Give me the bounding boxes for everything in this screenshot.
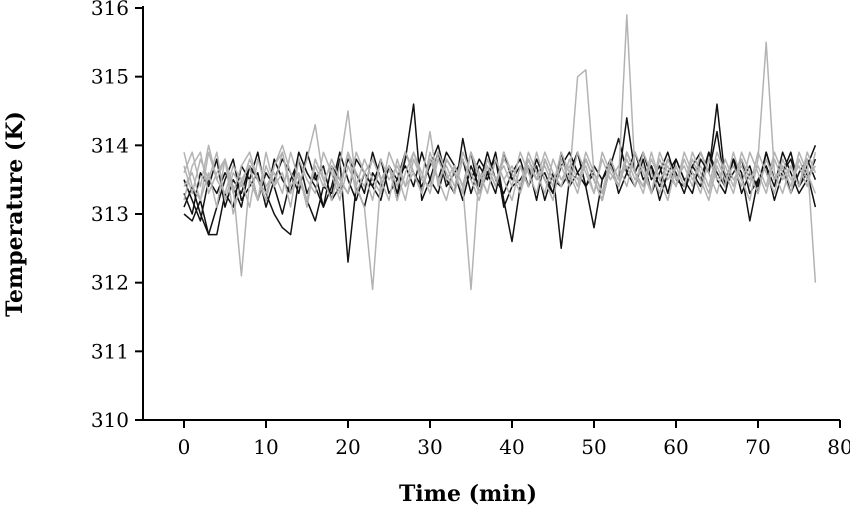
series-line-1 [183,130,817,263]
x-tick-label: 20 [335,435,360,459]
x-tick-label: 40 [499,435,524,459]
x-tick-label: 70 [745,435,770,459]
tick-marks [135,7,841,428]
y-tick-label: 312 [91,271,129,295]
tick-labels: 0 10 20 30 40 50 60 70 80 310 311 312 313 314 315 316 [91,0,850,459]
y-tick-label: 316 [91,0,129,20]
x-tick-label: 30 [417,435,442,459]
y-tick-label: 311 [91,339,129,363]
series-lines [183,14,817,291]
y-tick-label: 314 [91,133,129,157]
y-tick-label: 310 [91,408,129,432]
x-tick-label: 80 [827,435,850,459]
y-axis-title: Temperature (K) [2,111,28,317]
series-line-8 [183,151,817,202]
x-tick-label: 10 [253,435,278,459]
y-tick-label: 313 [91,202,129,226]
y-tick-label: 315 [91,65,129,89]
x-tick-label: 0 [178,435,191,459]
x-tick-label: 60 [663,435,688,459]
x-tick-label: 50 [581,435,606,459]
series-line-9 [183,151,817,208]
x-axis-title: Time (min) [399,481,537,507]
axes [142,6,840,421]
